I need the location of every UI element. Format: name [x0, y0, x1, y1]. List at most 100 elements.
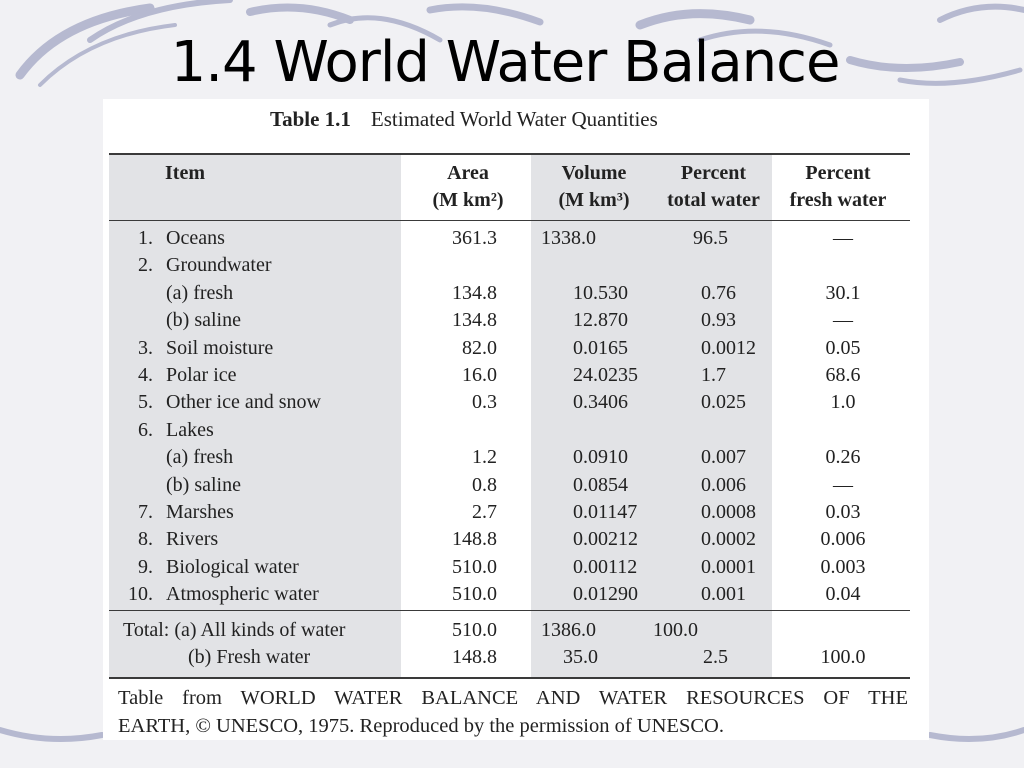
totals-label: Total: (a) All kinds of water — [123, 619, 346, 641]
header-pct-fresh-line2: fresh water — [789, 189, 887, 211]
cell-pct-fresh: 100.0 — [820, 646, 866, 669]
header-pct-fresh-line1: Percent — [805, 162, 871, 184]
header-volume-line1: Volume — [561, 162, 627, 184]
cell-pct-total: 0.0008 — [701, 501, 756, 523]
cell-pct-total: 0.007 — [701, 446, 746, 469]
cell-pct-fresh: 0.05 — [825, 336, 861, 359]
cell-pct-fresh: 0.04 — [825, 583, 861, 606]
cell-volume: 1386.0 — [541, 619, 596, 641]
header-pct-total-line2: total water — [667, 189, 760, 211]
cell-pct-fresh: 0.26 — [825, 446, 861, 469]
header-volume: Volume (M km³) — [531, 160, 657, 214]
cell-pct-total: 0.001 — [701, 583, 746, 606]
cell-area: 2.7 — [472, 501, 497, 523]
cell-area: 82.0 — [462, 336, 497, 359]
cell-pct-total: 0.93 — [701, 309, 736, 332]
cell-volume: 0.3406 — [573, 391, 628, 414]
row-item: Other ice and snow — [166, 391, 321, 414]
row-number: 1. — [138, 227, 153, 249]
row-item: Oceans — [166, 227, 225, 249]
table-panel: Table 1.1 Estimated World Water Quantitie… — [103, 99, 929, 740]
header-pct-total: Percent total water — [655, 160, 772, 214]
header-item-text: Item — [165, 162, 205, 184]
cell-area: 510.0 — [452, 583, 497, 606]
row-item: Marshes — [166, 501, 234, 523]
cell-pct-total: 0.0012 — [701, 336, 756, 359]
cell-area: 16.0 — [462, 364, 497, 386]
cell-volume: 0.01147 — [573, 501, 638, 523]
row-item: Polar ice — [166, 364, 237, 386]
row-item: (b) saline — [166, 309, 241, 332]
cell-area: 0.3 — [472, 391, 497, 414]
cell-pct-total: 2.5 — [703, 646, 728, 669]
header-area-line2: (M km²) — [432, 189, 504, 211]
cell-pct-total: 0.76 — [701, 281, 736, 304]
header-pct-fresh: Percent fresh water — [773, 160, 903, 214]
cell-area: 134.8 — [452, 281, 497, 304]
totals-label: (b) Fresh water — [188, 646, 311, 669]
header-area-line1: Area — [447, 162, 489, 184]
slide-title: 1.4 World Water Balance — [170, 30, 841, 95]
cell-area: 1.2 — [472, 446, 497, 469]
header-rule — [109, 220, 910, 221]
cell-volume: 1338.0 — [541, 227, 596, 249]
cell-volume: 0.01290 — [573, 583, 638, 606]
cell-area: 134.8 — [452, 309, 497, 332]
totals-rule — [109, 610, 910, 611]
cell-area: 361.3 — [452, 227, 497, 249]
cell-pct-fresh: — — [833, 473, 853, 496]
header-area: Area (M km²) — [403, 160, 533, 214]
row-number: 2. — [138, 254, 153, 277]
cell-pct-fresh: 1.0 — [830, 391, 856, 414]
row-item: Soil moisture — [166, 336, 274, 359]
header-volume-line2: (M km³) — [558, 189, 630, 211]
row-item: Atmospheric water — [166, 583, 319, 606]
footnote-line-2: EARTH, © UNESCO, 1975. Reproduced by the… — [118, 715, 724, 737]
cell-volume: 24.0235 — [573, 364, 638, 386]
row-number: 5. — [138, 391, 153, 414]
cell-volume: 0.0165 — [573, 336, 628, 359]
cell-pct-fresh: 68.6 — [825, 364, 861, 386]
top-rule — [109, 153, 910, 155]
row-item: (a) fresh — [166, 281, 234, 304]
row-item: Rivers — [166, 528, 219, 551]
cell-area: 148.8 — [452, 646, 497, 669]
footnote-line-1: Table from WORLD WATER BALANCE AND WATER… — [118, 687, 908, 709]
cell-pct-total: 0.0001 — [701, 555, 756, 578]
cell-pct-total: 0.025 — [701, 391, 746, 414]
cell-pct-fresh: 0.03 — [825, 501, 861, 523]
cell-area: 510.0 — [452, 555, 497, 578]
table-footnote: Table from WORLD WATER BALANCE AND WATER… — [118, 684, 908, 740]
row-item: Lakes — [166, 418, 214, 441]
header-pct-total-line1: Percent — [680, 162, 747, 184]
row-item: (a) fresh — [166, 446, 234, 469]
row-number: 4. — [138, 364, 153, 386]
cell-volume: 0.00212 — [573, 528, 638, 551]
row-number: 3. — [138, 336, 153, 359]
cell-volume: 10.530 — [573, 281, 628, 304]
row-number: 6. — [138, 418, 153, 441]
cell-volume: 12.870 — [573, 309, 628, 332]
row-item: Groundwater — [166, 254, 272, 277]
cell-volume: 0.0910 — [573, 446, 628, 469]
cell-pct-fresh: — — [833, 309, 853, 332]
cell-area: 510.0 — [452, 619, 497, 641]
bottom-rule — [109, 677, 910, 679]
cell-area: 0.8 — [472, 473, 497, 496]
volume-column-shade — [531, 154, 772, 678]
row-number: 8. — [138, 528, 153, 551]
cell-pct-total: 1.7 — [701, 364, 726, 386]
cell-pct-fresh: 30.1 — [825, 281, 861, 304]
row-item: (b) saline — [166, 473, 241, 496]
cell-pct-fresh: — — [833, 227, 853, 249]
cell-pct-total: 96.5 — [693, 227, 728, 249]
cell-pct-total: 0.0002 — [701, 528, 756, 551]
header-item: Item — [165, 160, 205, 187]
table-caption-text: Estimated World Water Quantities — [370, 107, 658, 131]
cell-volume: 35.0 — [563, 646, 598, 669]
cell-pct-total: 0.006 — [701, 473, 746, 496]
row-number: 9. — [138, 555, 153, 578]
cell-volume: 0.00112 — [573, 555, 638, 578]
cell-pct-total: 100.0 — [653, 619, 698, 641]
